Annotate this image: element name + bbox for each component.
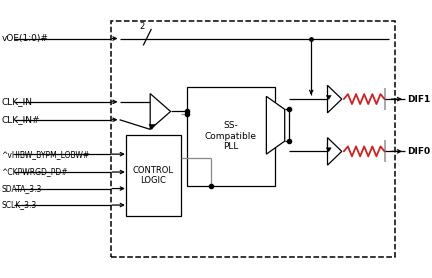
Polygon shape — [327, 138, 342, 165]
Polygon shape — [149, 125, 155, 129]
Text: SDATA_3.3: SDATA_3.3 — [1, 184, 42, 193]
Bar — [111, 21, 395, 257]
Polygon shape — [326, 148, 331, 152]
Bar — [187, 87, 274, 186]
Bar — [126, 135, 181, 216]
Polygon shape — [327, 85, 342, 113]
Text: CONTROL
LOGIC: CONTROL LOGIC — [133, 166, 174, 185]
Text: ^vHIBW_BYPM_LOBW#: ^vHIBW_BYPM_LOBW# — [1, 150, 89, 159]
Text: SCLK_3.3: SCLK_3.3 — [1, 200, 37, 210]
Text: CLK_IN: CLK_IN — [1, 97, 32, 106]
Text: ^CKPWRGD_PD#: ^CKPWRGD_PD# — [1, 168, 68, 177]
Text: DIF0: DIF0 — [407, 147, 430, 156]
Text: CLK_IN#: CLK_IN# — [1, 115, 40, 124]
Polygon shape — [326, 96, 331, 99]
Text: 2: 2 — [140, 22, 145, 31]
Polygon shape — [150, 94, 171, 129]
Text: DIF1: DIF1 — [407, 95, 430, 104]
Polygon shape — [267, 96, 285, 154]
Text: SS-
Compatible
PLL: SS- Compatible PLL — [205, 121, 257, 151]
Text: vOE(1:0)#: vOE(1:0)# — [1, 34, 48, 43]
